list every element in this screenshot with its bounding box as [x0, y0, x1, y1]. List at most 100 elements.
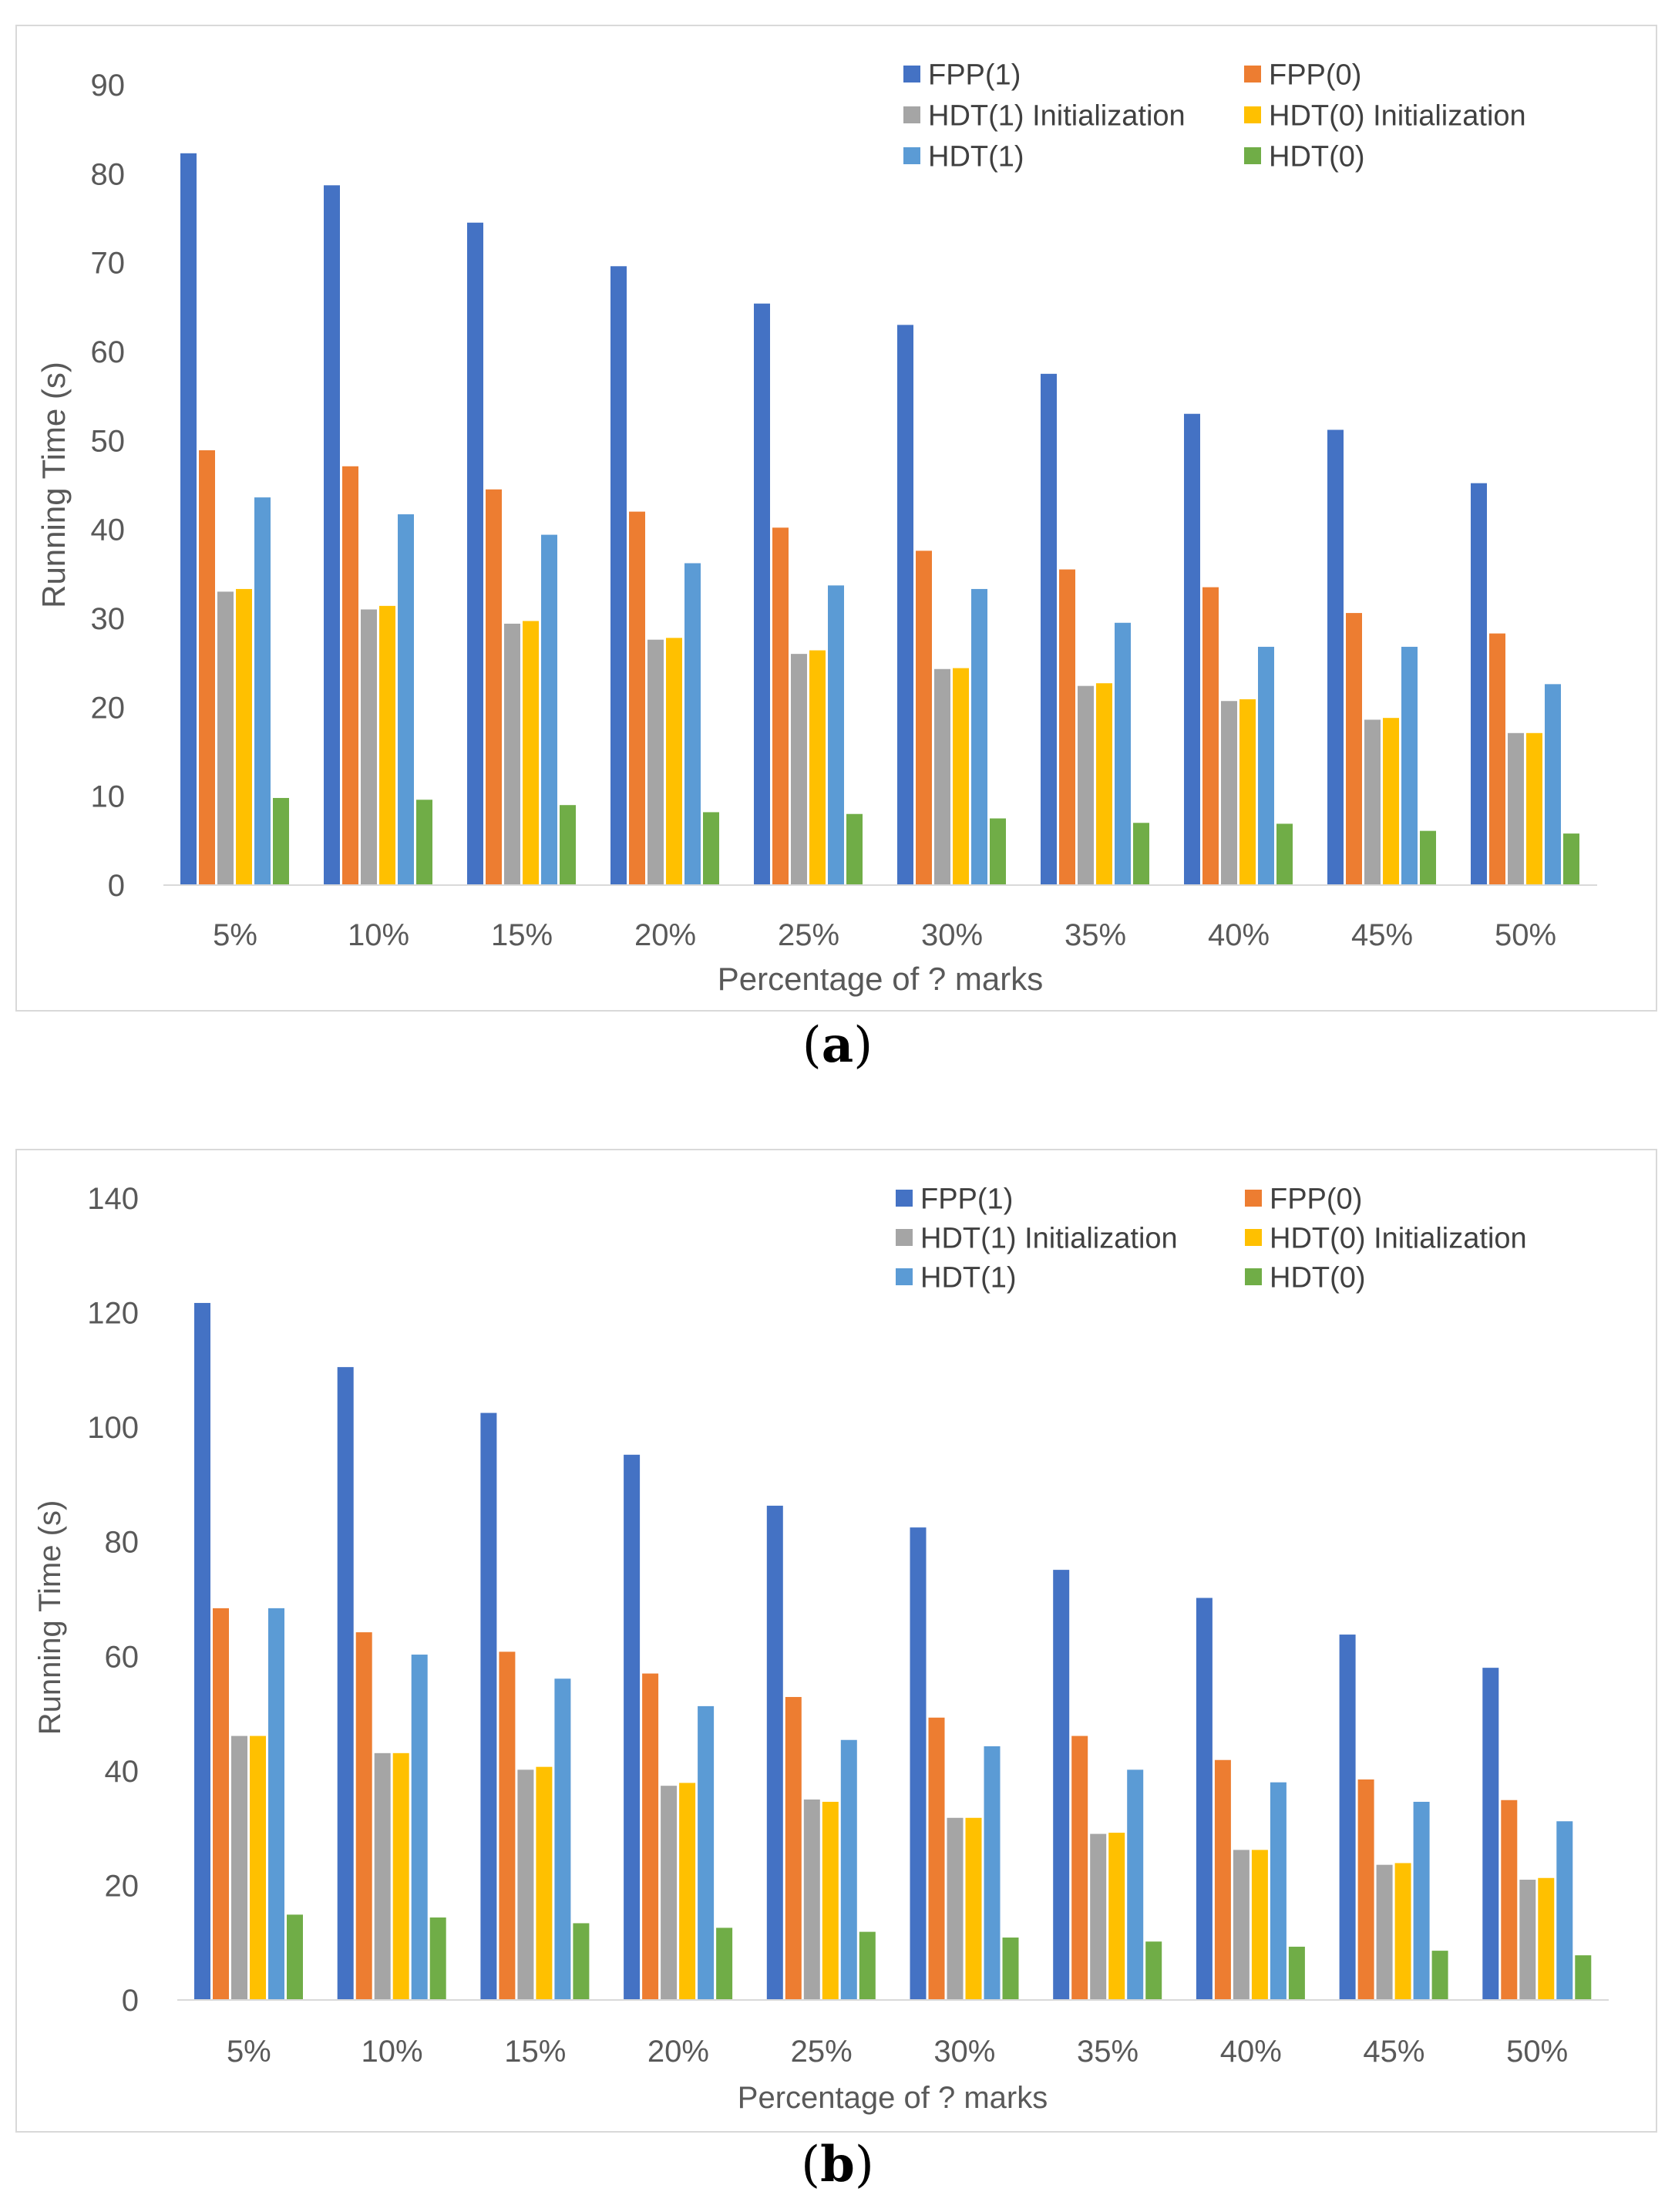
x-tick-label: 5%: [213, 918, 257, 952]
y-tick-label: 80: [91, 157, 126, 191]
legend-label: FPP(1): [928, 59, 1021, 92]
bar-hdt-1--9: [1556, 1821, 1573, 2000]
y-tick-label: 20: [105, 1869, 140, 1903]
bar-fpp-0--1: [355, 1632, 372, 2000]
bar-hdt-0-initialization-1: [379, 605, 395, 885]
caption-a: (a): [802, 1016, 873, 1074]
y-axis-title: Running Time (s): [35, 362, 72, 608]
x-tick-label: 10%: [362, 2035, 423, 2069]
legend-swatch: [1244, 106, 1261, 123]
bar-fpp-1--6: [1041, 373, 1057, 885]
bar-hdt-1--9: [1545, 684, 1561, 885]
y-tick-label: 0: [122, 1984, 139, 2018]
bar-hdt-1-initialization-0: [231, 1736, 247, 2000]
x-tick-label: 5%: [227, 2035, 271, 2069]
bar-hdt-1-initialization-2: [517, 1769, 534, 2000]
bar-hdt-1--8: [1413, 1801, 1430, 2000]
bar-hdt-0-initialization-6: [1108, 1833, 1125, 2000]
x-tick-label: 45%: [1363, 2035, 1424, 2069]
bar-hdt-1--2: [541, 534, 557, 885]
bar-hdt-0-initialization-3: [679, 1783, 696, 2000]
x-tick-label: 15%: [491, 918, 553, 952]
bar-hdt-0--9: [1563, 833, 1579, 885]
legend-swatch: [1244, 66, 1261, 82]
x-tick-label: 30%: [933, 2035, 995, 2069]
bar-fpp-0--4: [772, 527, 789, 885]
bar-hdt-0--2: [573, 1923, 590, 2000]
bar-fpp-1--0: [194, 1302, 210, 2000]
bar-hdt-0--3: [716, 1928, 733, 2000]
bar-fpp-1--2: [467, 222, 483, 885]
y-tick-label: 0: [108, 869, 125, 903]
legend-label: HDT(1): [928, 141, 1024, 173]
bar-fpp-1--8: [1327, 429, 1344, 885]
bar-hdt-0-initialization-7: [1251, 1850, 1268, 2000]
bar-hdt-1-initialization-1: [361, 609, 377, 885]
x-axis-title: Percentage of ? marks: [738, 2081, 1048, 2115]
bar-fpp-0--4: [785, 1697, 802, 2000]
x-tick-label: 40%: [1220, 2035, 1282, 2069]
bar-hdt-0-initialization-5: [965, 1817, 982, 2000]
bar-hdt-1--3: [684, 563, 701, 885]
legend-label: HDT(0): [1270, 1262, 1366, 1295]
bar-fpp-0--9: [1501, 1800, 1518, 2000]
bar-fpp-1--7: [1184, 413, 1200, 885]
legend-swatch: [1245, 1190, 1262, 1207]
bar-fpp-1--2: [480, 1412, 497, 2000]
bar-hdt-0--0: [287, 1914, 303, 2000]
chart-b-canvas: 0 20 40 60 80 100 120 140 5% 10% 15% 20% 25% 30% 35% 40…: [33, 1182, 1609, 2115]
bar-hdt-0-initialization-2: [523, 621, 539, 885]
bar-hdt-1--1: [411, 1655, 428, 2000]
bar-hdt-1--5: [984, 1746, 1001, 2000]
bar-fpp-0--6: [1071, 1736, 1088, 2000]
bar-hdt-0--4: [859, 1931, 876, 2000]
bar-hdt-1--8: [1401, 646, 1418, 885]
bar-hdt-1--3: [698, 1705, 715, 2000]
bar-hdt-1--6: [1115, 622, 1131, 885]
bar-hdt-1--6: [1127, 1769, 1144, 2000]
caption-a-label: a: [821, 1016, 854, 1074]
legend-label: HDT(0) Initialization: [1269, 100, 1526, 133]
bar-hdt-0-initialization-9: [1538, 1877, 1555, 2000]
bar-hdt-0-initialization-4: [822, 1801, 839, 2000]
bar-fpp-0--7: [1214, 1759, 1231, 2000]
x-tick-label: 30%: [921, 918, 983, 952]
bar-hdt-1-initialization-5: [934, 668, 950, 885]
bar-fpp-0--0: [213, 1608, 229, 2000]
bar-fpp-0--8: [1357, 1779, 1374, 2000]
bar-fpp-1--6: [1053, 1570, 1070, 2000]
y-tick-label: 60: [105, 1640, 140, 1674]
bar-hdt-1-initialization-4: [803, 1800, 820, 2000]
caption-b: (b): [801, 2136, 874, 2193]
bar-hdt-0--6: [1145, 1941, 1162, 2000]
x-tick-label: 45%: [1351, 918, 1413, 952]
bar-hdt-0-initialization-0: [236, 588, 252, 885]
bar-hdt-1--4: [828, 585, 844, 885]
bar-hdt-1--5: [971, 588, 987, 885]
y-axis-title: Running Time (s): [33, 1500, 67, 1736]
y-tick-label: 90: [91, 69, 126, 103]
bar-fpp-1--1: [324, 185, 340, 885]
legend-swatch: [903, 147, 920, 164]
bar-hdt-1-initialization-0: [217, 591, 234, 885]
bar-fpp-0--2: [499, 1651, 516, 2000]
bar-fpp-0--3: [629, 511, 645, 885]
legend-swatch: [1245, 1229, 1262, 1246]
bar-hdt-0-initialization-5: [953, 668, 969, 885]
bar-hdt-0--2: [560, 805, 576, 885]
bar-hdt-0--0: [273, 797, 289, 885]
bar-hdt-0-initialization-6: [1096, 683, 1112, 885]
bar-fpp-1--4: [754, 303, 770, 886]
bar-hdt-0--5: [1002, 1938, 1019, 2000]
bar-hdt-0--7: [1276, 823, 1293, 885]
bar-fpp-0--9: [1489, 633, 1505, 885]
y-tick-label: 10: [91, 780, 126, 814]
bar-hdt-0-initialization-0: [250, 1736, 266, 2000]
x-tick-label: 20%: [634, 918, 696, 952]
legend-swatch: [1244, 147, 1261, 164]
bar-hdt-0--8: [1420, 830, 1436, 885]
bar-hdt-1--4: [840, 1739, 857, 2000]
bar-hdt-1-initialization-9: [1508, 732, 1524, 885]
y-tick-label: 40: [105, 1755, 140, 1789]
legend-swatch: [903, 66, 920, 82]
